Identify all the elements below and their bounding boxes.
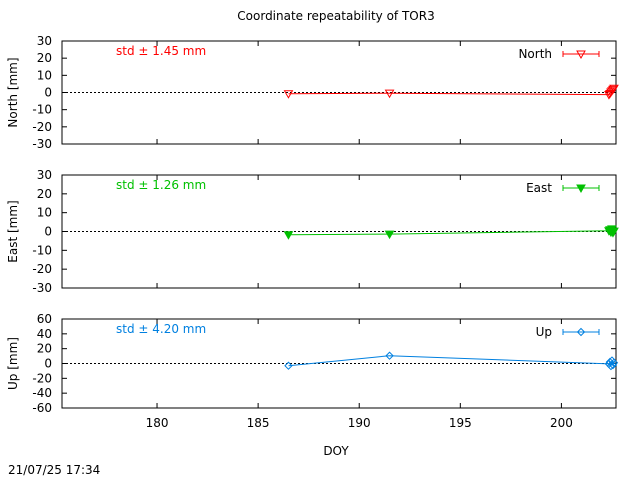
legend-label: Up <box>536 325 552 339</box>
panel-east: 30 20 10 0 -10 -20 -30 East [mm] std ± 1.26 mm Ea… <box>6 168 619 295</box>
y-tick-label: -20 <box>32 120 52 134</box>
y-tick-label: -20 <box>32 371 52 385</box>
data-point <box>385 351 394 360</box>
chart-title: Coordinate repeatability of TOR3 <box>237 9 434 23</box>
y-tick-label: 40 <box>37 327 52 341</box>
y-axis-label: Up [mm] <box>6 337 20 390</box>
y-tick-label: 20 <box>37 187 52 201</box>
x-axis-label: DOY <box>323 444 349 458</box>
legend-label: North <box>518 47 552 61</box>
y-axis-label: North [mm] <box>6 57 20 127</box>
y-tick-label: 60 <box>37 312 52 326</box>
y-tick-label: 20 <box>37 342 52 356</box>
x-tick-label: 190 <box>348 416 371 430</box>
series-line-up <box>288 355 615 367</box>
data-point <box>384 230 395 240</box>
y-tick-label: 30 <box>37 168 52 182</box>
x-tick-label: 200 <box>550 416 573 430</box>
data-point <box>384 89 395 99</box>
y-tick-label: 0 <box>44 225 52 239</box>
data-point <box>609 84 619 94</box>
panel-north: 30 20 10 0 -10 -20 -30 North [mm] std ± 1.45 mm N… <box>6 34 619 151</box>
legend-label: East <box>526 181 552 195</box>
y-tick-label: -20 <box>32 262 52 276</box>
y-tick-label: 0 <box>44 86 52 100</box>
data-point <box>284 361 293 370</box>
std-annotation: std ± 1.26 mm <box>116 178 206 192</box>
y-tick-label: 30 <box>37 34 52 48</box>
x-tick-label: 180 <box>146 416 169 430</box>
legend-marker <box>576 50 586 60</box>
panels-group: 30 20 10 0 -10 -20 -30 North [mm] std ± 1.45 mm N… <box>6 34 619 430</box>
data-point <box>283 231 294 240</box>
legend-marker <box>576 184 586 194</box>
data-point <box>608 360 618 370</box>
y-tick-label: -40 <box>32 386 52 400</box>
y-tick-label: 10 <box>37 206 52 220</box>
data-point <box>283 90 294 99</box>
x-tick-label: 185 <box>247 416 270 430</box>
x-tick-label: 195 <box>449 416 472 430</box>
y-tick-label: 20 <box>37 51 52 65</box>
y-tick-label: -10 <box>32 243 52 257</box>
data-point <box>609 358 619 367</box>
y-tick-label: -10 <box>32 103 52 117</box>
y-tick-label: 10 <box>37 68 52 82</box>
timestamp: 21/07/25 17:34 <box>8 463 100 477</box>
y-tick-label: -30 <box>32 281 52 295</box>
legend-marker <box>576 327 586 337</box>
series-line-north <box>288 87 615 96</box>
y-tick-label: -60 <box>32 401 52 415</box>
std-annotation: std ± 1.45 mm <box>116 44 206 58</box>
data-point <box>609 227 619 237</box>
y-tick-label: 0 <box>44 357 52 371</box>
y-axis-label: East [mm] <box>6 200 20 262</box>
y-tick-label: -30 <box>32 137 52 151</box>
std-annotation: std ± 4.20 mm <box>116 322 206 336</box>
